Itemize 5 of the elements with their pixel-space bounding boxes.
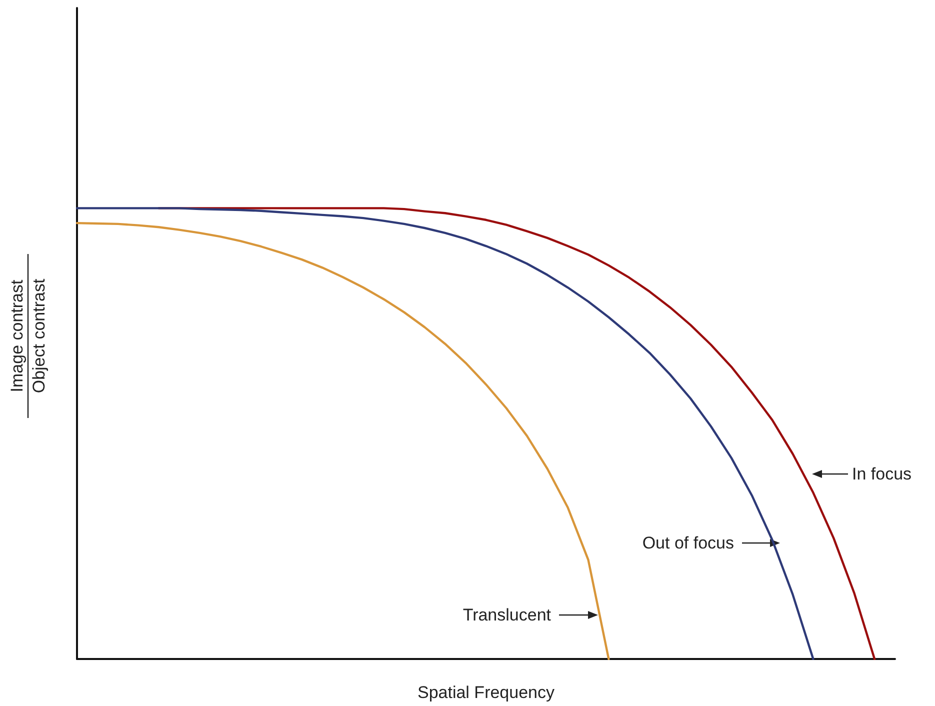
- annotation: In focus: [852, 464, 912, 484]
- y-axis-title: Image contrast Object contrast: [8, 278, 48, 394]
- annotation: Out of focus: [642, 534, 734, 552]
- x-axis-title: Spatial Frequency: [417, 683, 556, 702]
- annotation: Translucent: [462, 606, 552, 624]
